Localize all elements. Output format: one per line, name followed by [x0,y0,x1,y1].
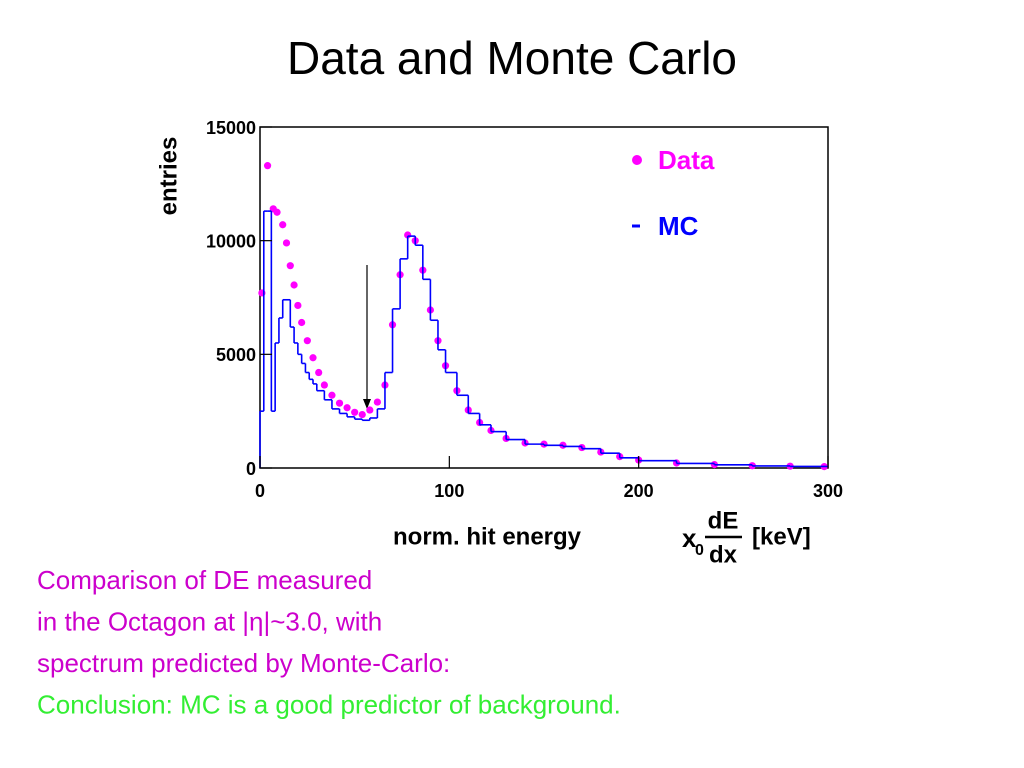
legend-marker [632,155,642,165]
formula-symbol: x [682,523,697,553]
data-point [286,262,294,270]
formula-subscript: 0 [695,542,704,559]
y-tick-label: 15000 [206,118,256,138]
legend-label: Data [658,145,715,175]
data-point [373,398,381,406]
data-point [294,301,302,310]
data-point [290,281,298,289]
data-point [351,408,359,416]
arrow-head [363,399,371,409]
data-point [366,406,374,414]
legend-label: MC [658,211,699,241]
x-tick-label: 100 [434,481,464,501]
data-point [279,221,287,229]
data-point [335,399,344,407]
caption-line: Conclusion: MC is a good predictor of ba… [37,689,621,719]
data-point [328,391,336,399]
y-axis-label: entries [155,137,182,216]
formula-numerator: dE [708,507,739,534]
formula-denominator: dx [709,541,738,568]
x-axis-label: norm. hit energy [393,523,582,550]
y-tick-label: 10000 [206,231,256,251]
data-point [273,208,281,216]
data-point [358,410,366,419]
data-point [303,337,311,345]
slide-title: Data and Monte Carlo [287,32,737,84]
y-tick-label: 5000 [216,345,256,365]
data-point [320,381,328,389]
x-tick-label: 300 [813,481,843,501]
data-point [298,318,306,327]
caption-line: in the Octagon at |η|~3.0, with [37,606,382,636]
x-tick-label: 200 [624,481,654,501]
formula-unit: [keV] [752,523,811,550]
x-tick-label: 0 [255,481,265,501]
data-point [309,354,317,362]
data-point [282,239,291,247]
caption-line: Comparison of DE measured [37,565,372,595]
caption: Comparison of DE measured in the Octagon … [37,565,621,720]
data-point [315,368,323,377]
plot [258,162,828,471]
caption-line: spectrum predicted by Monte-Carlo: [37,648,450,678]
data-point [343,404,351,412]
data-point [263,162,272,170]
y-tick-label: 0 [246,459,256,479]
plot-frame [259,126,829,469]
